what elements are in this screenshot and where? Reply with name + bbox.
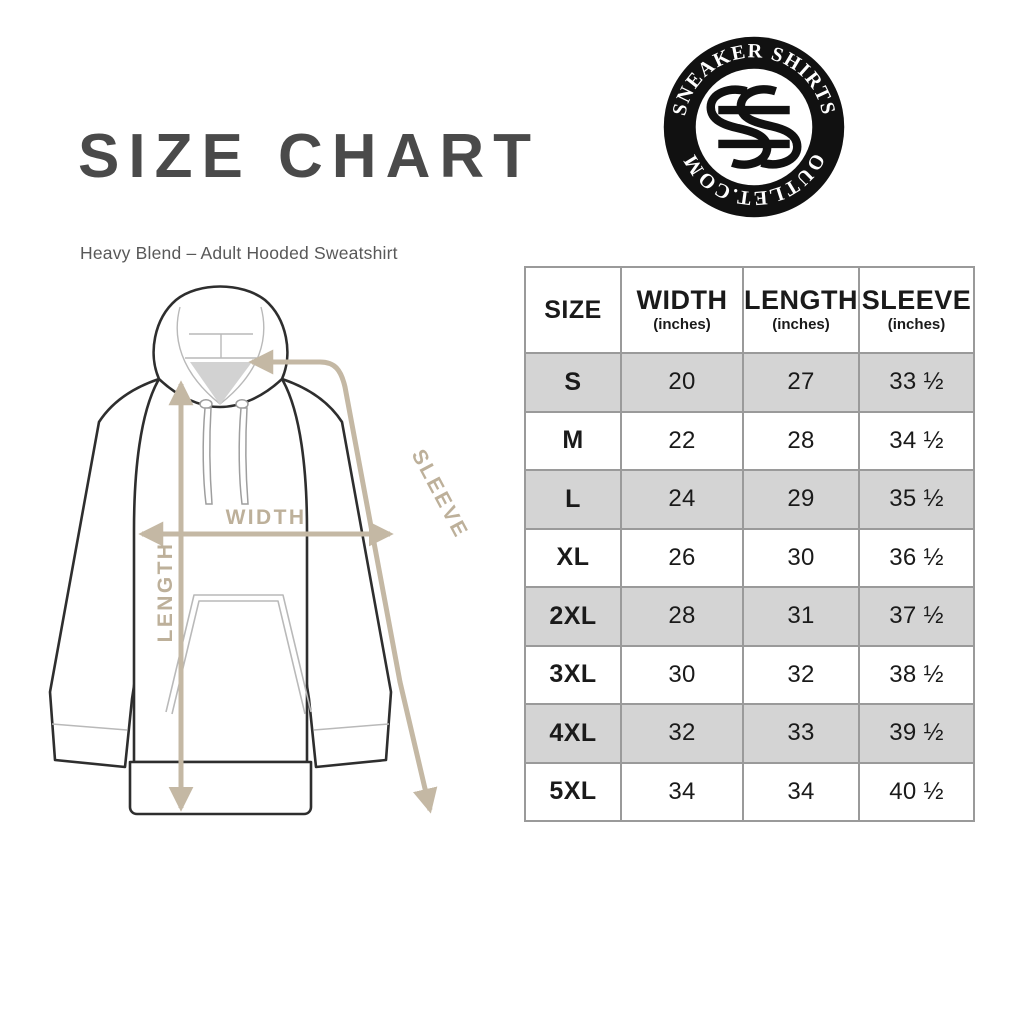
- column-header-sleeve-unit: (inches): [887, 315, 946, 333]
- cell-width: 34: [620, 761, 744, 822]
- column-header-length-label: LENGTH: [744, 284, 858, 315]
- cell-width: 32: [620, 703, 744, 764]
- cell-sleeve: 37 ½: [858, 586, 975, 647]
- cell-width: 30: [620, 644, 744, 705]
- cell-length: 29: [742, 469, 860, 530]
- column-header-width-unit: (inches): [653, 315, 711, 333]
- column-header-length-unit: (inches): [772, 315, 830, 333]
- size-table: SIZE WIDTH (inches) LENGTH (inches) SLEE…: [524, 266, 975, 822]
- logo-monogram-ss: [706, 85, 802, 169]
- column-header-width-label: WIDTH: [636, 284, 728, 315]
- cell-length: 34: [742, 761, 860, 822]
- cell-size: S: [524, 352, 622, 413]
- brand-logo: SNEAKER SHIRTS OUTLET.COM: [660, 33, 848, 221]
- sleeve-label: SLEEVE: [407, 446, 473, 543]
- table-row: 2XL 28 31 37 ½: [524, 586, 975, 647]
- width-label: WIDTH: [226, 506, 307, 529]
- cell-length: 27: [742, 352, 860, 413]
- column-header-length: LENGTH (inches): [742, 266, 860, 354]
- size-table-head: SIZE WIDTH (inches) LENGTH (inches) SLEE…: [524, 266, 975, 354]
- table-row: 4XL 32 33 39 ½: [524, 703, 975, 764]
- cell-size: XL: [524, 527, 622, 588]
- cell-sleeve: 40 ½: [858, 761, 975, 822]
- column-header-size: SIZE: [524, 266, 622, 354]
- hoodie-drawstrings: [199, 399, 249, 505]
- cell-length: 31: [742, 586, 860, 647]
- page-title: SIZE CHART: [78, 122, 540, 191]
- cell-size: 3XL: [524, 644, 622, 705]
- cell-sleeve: 39 ½: [858, 703, 975, 764]
- cell-length: 30: [742, 527, 860, 588]
- length-label: LENGTH: [154, 542, 177, 643]
- column-header-sleeve: SLEEVE (inches): [858, 266, 975, 354]
- hood-opening-shade: [190, 362, 252, 405]
- size-table-body: S 20 27 33 ½ M 22 28 34 ½ L 24 29 35 ½: [524, 352, 975, 822]
- table-row: L 24 29 35 ½: [524, 469, 975, 530]
- table-row: S 20 27 33 ½: [524, 352, 975, 413]
- cell-size: L: [524, 469, 622, 530]
- table-row: XL 26 30 36 ½: [524, 527, 975, 588]
- cell-size: 2XL: [524, 586, 622, 647]
- table-header-row: SIZE WIDTH (inches) LENGTH (inches) SLEE…: [524, 266, 975, 354]
- cell-length: 32: [742, 644, 860, 705]
- sleeve-measure-arrow: [248, 349, 438, 814]
- cell-sleeve: 35 ½: [858, 469, 975, 530]
- cell-width: 26: [620, 527, 744, 588]
- cell-sleeve: 34 ½: [858, 410, 975, 471]
- cell-width: 28: [620, 586, 744, 647]
- column-header-sleeve-label: SLEEVE: [861, 284, 972, 315]
- table-row: M 22 28 34 ½: [524, 410, 975, 471]
- cell-width: 22: [620, 410, 744, 471]
- cell-length: 28: [742, 410, 860, 471]
- cell-sleeve: 36 ½: [858, 527, 975, 588]
- column-header-size-label: SIZE: [544, 295, 602, 324]
- page-subtitle: Heavy Blend – Adult Hooded Sweatshirt: [80, 243, 398, 263]
- logo-inner-disc: [695, 68, 813, 186]
- cell-width: 24: [620, 469, 744, 530]
- table-row: 5XL 34 34 40 ½: [524, 761, 975, 822]
- cell-width: 20: [620, 352, 744, 413]
- hoodie-waistband: [128, 760, 313, 816]
- cell-sleeve: 38 ½: [858, 644, 975, 705]
- table-row: 3XL 30 32 38 ½: [524, 644, 975, 705]
- column-header-width: WIDTH (inches): [620, 266, 744, 354]
- hoodie-illustration: WIDTH LENGTH SLEEVE: [20, 262, 520, 832]
- cell-size: 4XL: [524, 703, 622, 764]
- size-table-container: SIZE WIDTH (inches) LENGTH (inches) SLEE…: [524, 266, 975, 822]
- cell-size: M: [524, 410, 622, 471]
- hoodie-body-outline: [48, 377, 393, 769]
- cell-size: 5XL: [524, 761, 622, 822]
- cell-length: 33: [742, 703, 860, 764]
- cell-sleeve: 33 ½: [858, 352, 975, 413]
